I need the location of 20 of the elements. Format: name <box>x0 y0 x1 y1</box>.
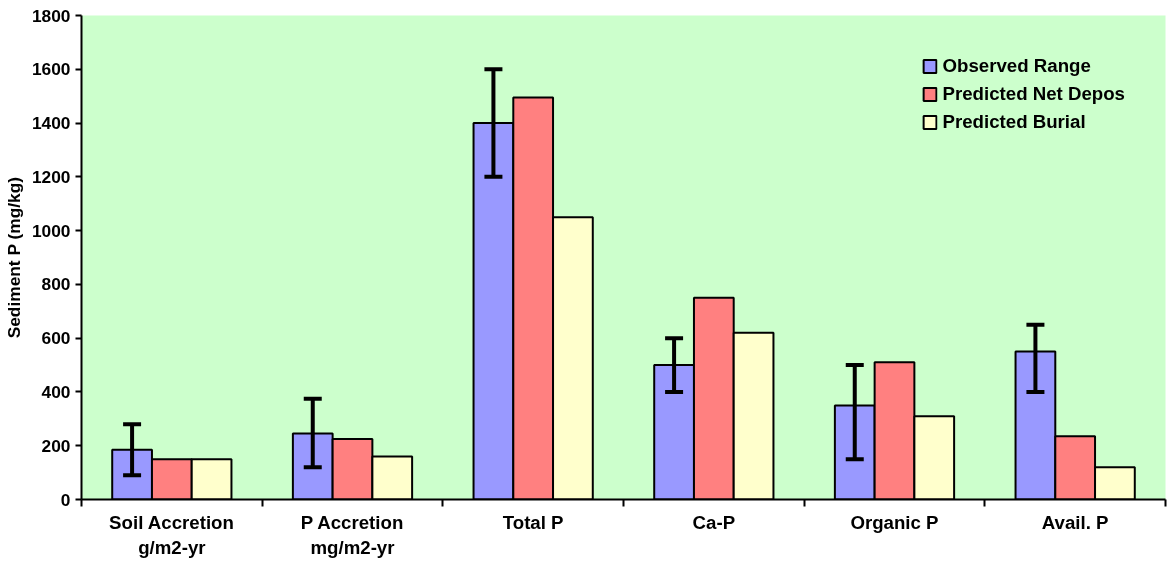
y-axis-title: Sediment P (mg/kg) <box>3 176 24 339</box>
y-tick-label: 1600 <box>31 59 71 80</box>
y-tick-label: 0 <box>60 489 71 510</box>
x-tick-label: Soil Accretion g/m2-yr <box>109 511 234 558</box>
legend-label: Predicted Burial <box>942 111 1086 133</box>
y-tick-label: 1400 <box>31 113 71 134</box>
legend-label: Predicted Net Depos <box>942 83 1125 105</box>
y-tick-label: 1800 <box>31 5 71 26</box>
y-tick-label: 1200 <box>31 166 71 187</box>
x-tick-label: P Accretion mg/m2-yr <box>300 511 404 558</box>
x-tick-label: Organic P <box>850 511 939 533</box>
y-tick-label: 200 <box>41 435 71 456</box>
y-tick-label: 400 <box>41 381 71 402</box>
y-tick-label: 1000 <box>31 220 71 241</box>
legend-label: Observed Range <box>942 55 1091 77</box>
x-tick-label: Ca-P <box>692 511 736 533</box>
y-tick-label: 600 <box>41 328 71 349</box>
x-tick-label: Total P <box>502 511 564 533</box>
y-tick-label: 800 <box>41 274 71 295</box>
x-tick-label: Avail. P <box>1041 511 1109 533</box>
